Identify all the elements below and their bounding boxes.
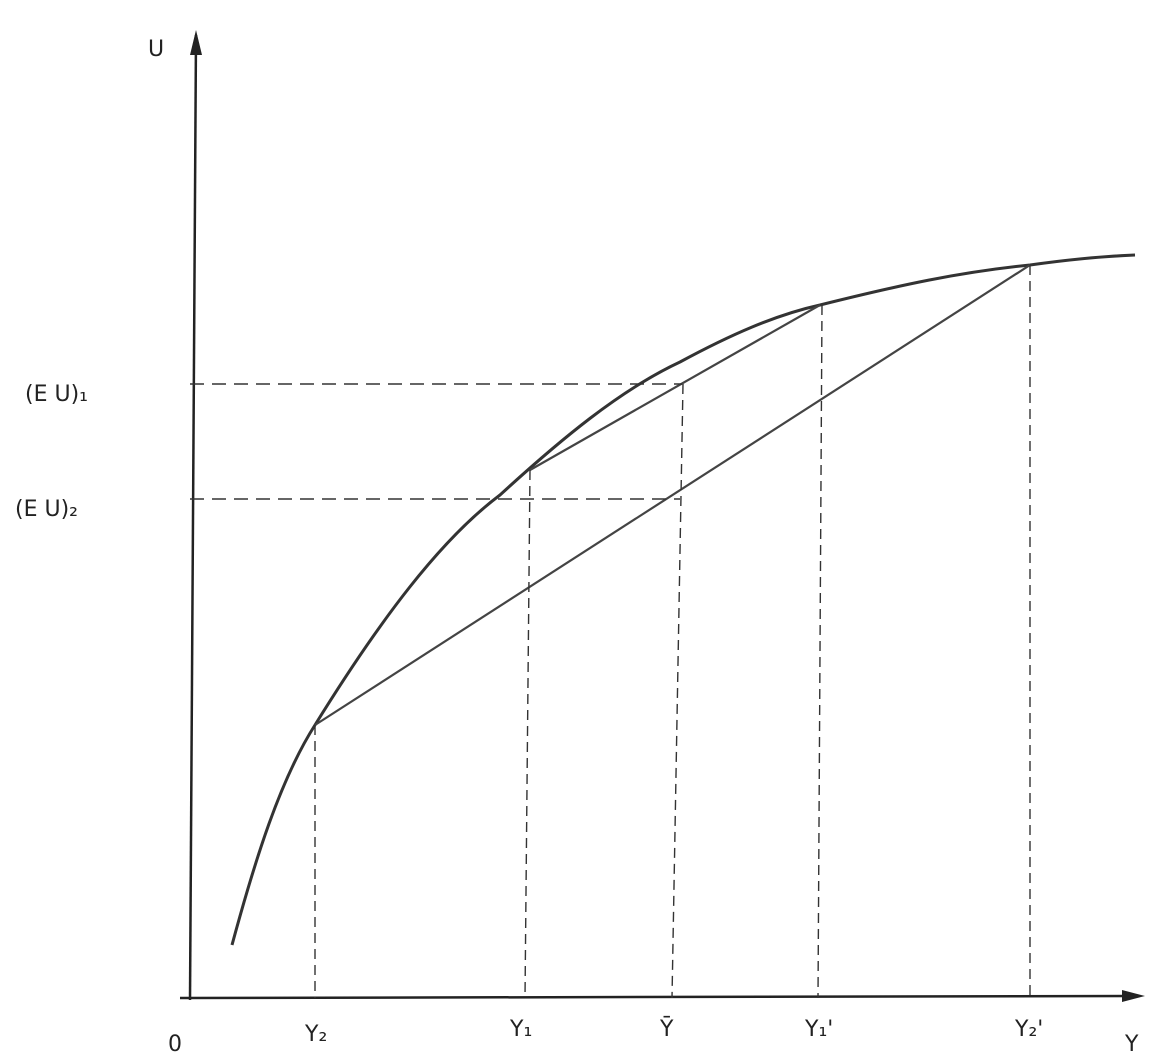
u-axis [188, 34, 198, 1001]
y-arrow [1122, 990, 1145, 1002]
y1-line [524, 469, 531, 999]
y-axis [179, 994, 1136, 1000]
u-label: U [148, 37, 164, 62]
chord-2 [314, 264, 1031, 726]
x-label: Y₂' [1014, 1017, 1043, 1042]
eu2-label: (E U)₂ [15, 497, 78, 522]
x-label: Ȳ [659, 1017, 674, 1042]
x-label: Y₂ [304, 1022, 327, 1047]
x-label: Y₁' [804, 1017, 833, 1042]
y-label: Y [1124, 1032, 1139, 1057]
y1p-line [817, 304, 823, 999]
x-label: Y₁ [509, 1017, 532, 1042]
u-arrow [190, 30, 202, 55]
chord-1 [529, 304, 821, 471]
utility-curve [230, 253, 1136, 946]
eu1-label: (E U)₁ [25, 382, 88, 407]
origin-label: 0 [168, 1032, 182, 1057]
ybar-line [671, 383, 684, 999]
